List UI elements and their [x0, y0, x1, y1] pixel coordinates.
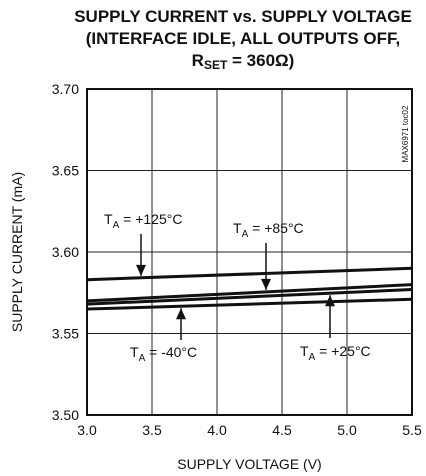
x-tick-label: 5.5 — [402, 422, 422, 438]
annotation-arrow-head — [176, 308, 186, 320]
y-tick-label: 3.55 — [52, 326, 79, 342]
x-tick-label: 4.0 — [207, 422, 227, 438]
y-tick-label: 3.65 — [52, 163, 79, 179]
chart-title-line-2: (INTERFACE IDLE, ALL OUTPUTS OFF, — [85, 29, 401, 48]
title-r-subscript: SET — [203, 58, 228, 72]
series-annotation-label: TA = +125°C — [104, 211, 182, 231]
y-tick-label: 3.50 — [52, 407, 79, 423]
series-line — [86, 297, 413, 311]
series-annotation-label: TA = -40°C — [130, 344, 197, 364]
figure-id-watermark: MAX6971 toc02 — [401, 105, 410, 162]
annotation-arrow-head — [325, 295, 335, 307]
series-line — [86, 283, 413, 303]
title-r-rest: = 360Ω) — [227, 51, 295, 70]
y-tick-label: 3.60 — [52, 244, 79, 260]
annotation-arrow-head — [261, 278, 271, 290]
x-tick-label: 4.5 — [272, 422, 292, 438]
title-r-main: R — [191, 51, 204, 70]
y-axis-label: SUPPLY CURRENT (mA) — [9, 172, 25, 332]
x-axis-label: SUPPLY VOLTAGE (V) — [177, 456, 321, 472]
chart-title-line-1: SUPPLY CURRENT vs. SUPPLY VOLTAGE — [74, 7, 412, 26]
x-tick-label: 3.5 — [142, 422, 162, 438]
annotation-arrow-head — [136, 264, 146, 276]
series-line — [86, 287, 413, 306]
y-tick-label: 3.70 — [52, 81, 79, 97]
series-annotation-label: TA = +85°C — [233, 220, 304, 240]
x-tick-label: 5.0 — [337, 422, 357, 438]
x-tick-label: 3.0 — [77, 422, 97, 438]
plot-frame — [86, 88, 413, 416]
chart-title-line-3: RSET = 360Ω) — [60, 50, 426, 73]
series-line — [86, 266, 413, 282]
series-annotation-label: TA = +25°C — [300, 343, 371, 363]
